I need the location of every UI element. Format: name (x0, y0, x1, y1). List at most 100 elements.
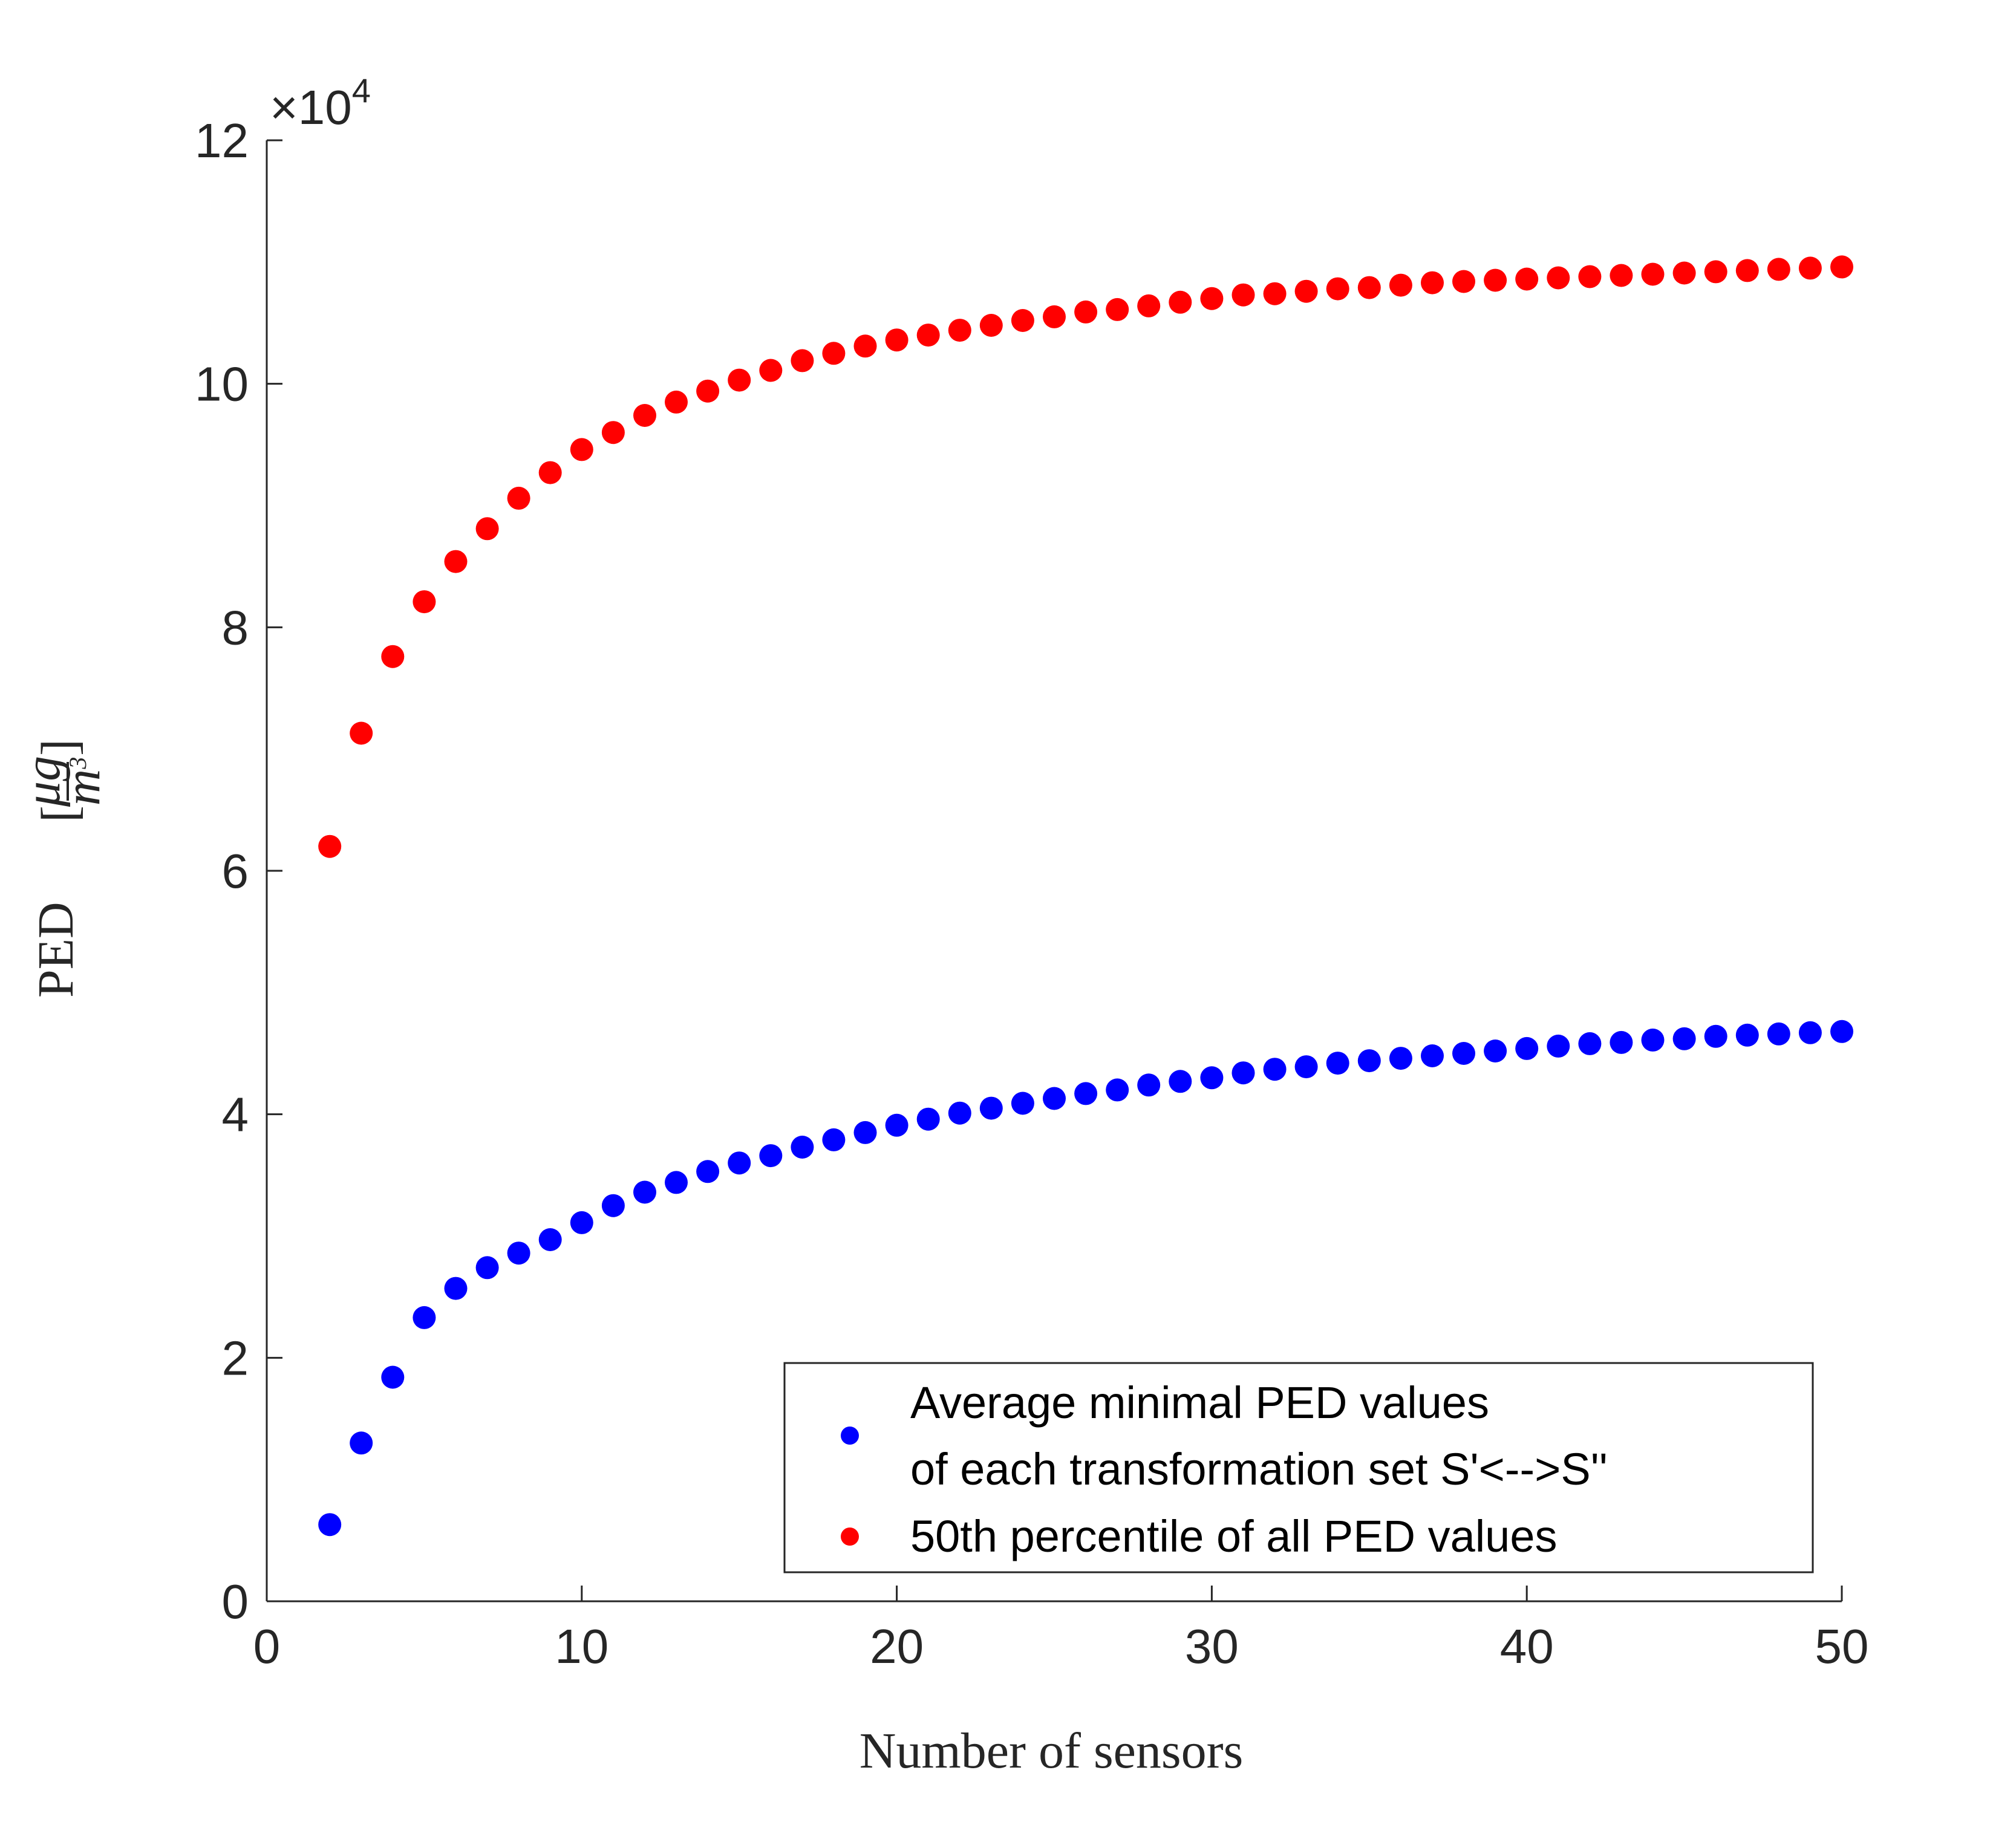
data-point (979, 314, 1003, 337)
series-2 (318, 255, 1853, 858)
data-point (791, 1136, 814, 1159)
data-point (822, 342, 846, 365)
data-point (1735, 1023, 1759, 1047)
data-point (728, 368, 751, 392)
data-point (381, 645, 405, 668)
x-tick-label: 40 (1500, 1619, 1554, 1673)
data-point (979, 1096, 1003, 1120)
data-point (1452, 270, 1475, 293)
data-point (1484, 268, 1507, 292)
y-axis-unit-numerator: μg (15, 756, 71, 807)
data-point (916, 1107, 940, 1131)
data-point (1735, 259, 1759, 282)
data-point (1011, 309, 1034, 332)
data-point (1547, 1034, 1570, 1058)
y-exponent-power: 4 (352, 71, 371, 109)
data-point (1641, 262, 1665, 286)
data-point (1515, 267, 1539, 291)
data-point (1610, 1030, 1633, 1054)
data-point (948, 319, 971, 342)
y-tick-label: 6 (222, 844, 249, 898)
data-point (570, 1211, 593, 1234)
y-axis-unit-denominator: m3 (54, 757, 111, 806)
data-point (1357, 276, 1381, 299)
data-point (1641, 1028, 1665, 1052)
data-point (759, 359, 783, 382)
y-axis-label: PED [ μg m3 ] (15, 739, 111, 998)
data-point (696, 1160, 720, 1183)
y-axis-ticks: 0 2 4 6 8 10 12 (195, 114, 282, 1628)
data-point (350, 1431, 373, 1455)
data-point (1672, 261, 1696, 285)
data-point (1484, 1040, 1507, 1062)
data-point (1043, 305, 1066, 328)
data-point (1389, 273, 1412, 297)
data-point (665, 390, 688, 414)
x-tick-label: 50 (1815, 1619, 1869, 1673)
legend-label-series-2: 50th percentile of all PED values (910, 1511, 1558, 1561)
legend-marker-series-1 (841, 1427, 859, 1445)
y-axis-exponent: ×104 (270, 71, 371, 134)
data-point (948, 1101, 971, 1125)
data-point (318, 1513, 342, 1537)
data-point (601, 1194, 625, 1217)
legend-label-series-1-line-2: of each transformation set S'<-->S'' (910, 1444, 1608, 1494)
data-point (696, 379, 720, 403)
data-point (1169, 1070, 1192, 1093)
data-point (1074, 1082, 1098, 1105)
data-point (1830, 1020, 1853, 1043)
y-tick-label: 12 (195, 114, 249, 168)
data-point (1798, 256, 1822, 280)
data-point (1767, 1022, 1790, 1046)
data-point (413, 590, 436, 614)
legend: Average minimal PED values of each trans… (783, 1362, 1814, 1573)
data-point (1326, 277, 1349, 301)
legend-marker-series-2 (841, 1528, 859, 1546)
data-point (1672, 1027, 1696, 1050)
data-point (1578, 265, 1602, 288)
data-point (507, 486, 530, 510)
data-point (1452, 1042, 1475, 1065)
data-point (1106, 298, 1129, 321)
data-point (1137, 1073, 1161, 1097)
data-point (570, 438, 593, 461)
data-point (633, 1180, 656, 1204)
y-exponent-base: 10 (298, 80, 352, 134)
data-point (413, 1306, 436, 1329)
data-point (444, 1277, 468, 1300)
data-point (1704, 1024, 1727, 1048)
data-point (1547, 266, 1570, 290)
y-axis-label-text: PED (28, 902, 84, 998)
data-point (507, 1241, 530, 1265)
y-tick-label: 8 (222, 600, 249, 654)
data-point (538, 1228, 562, 1251)
data-point (885, 328, 909, 352)
y-exponent-times: × (270, 80, 298, 134)
data-point (1610, 264, 1633, 287)
data-point (1830, 255, 1853, 279)
data-point (1137, 294, 1161, 317)
data-series (318, 255, 1853, 1537)
x-tick-label: 10 (555, 1619, 608, 1673)
data-point (1263, 282, 1287, 305)
x-tick-label: 20 (870, 1619, 924, 1673)
data-point (475, 1256, 499, 1280)
data-point (1578, 1032, 1602, 1055)
data-point (350, 721, 373, 745)
data-point (538, 461, 562, 484)
data-point (1106, 1078, 1129, 1102)
data-point (1421, 1044, 1444, 1067)
data-point (1389, 1047, 1412, 1070)
data-point (1011, 1092, 1034, 1115)
data-point (601, 421, 625, 444)
x-tick-label: 30 (1185, 1619, 1239, 1673)
data-point (1294, 279, 1318, 303)
data-point (1169, 290, 1192, 314)
data-point (1357, 1049, 1381, 1073)
data-point (1043, 1087, 1066, 1110)
data-point (1704, 260, 1727, 284)
data-point (728, 1151, 751, 1175)
data-point (1294, 1055, 1318, 1079)
data-point (633, 404, 656, 427)
data-point (1515, 1036, 1539, 1060)
